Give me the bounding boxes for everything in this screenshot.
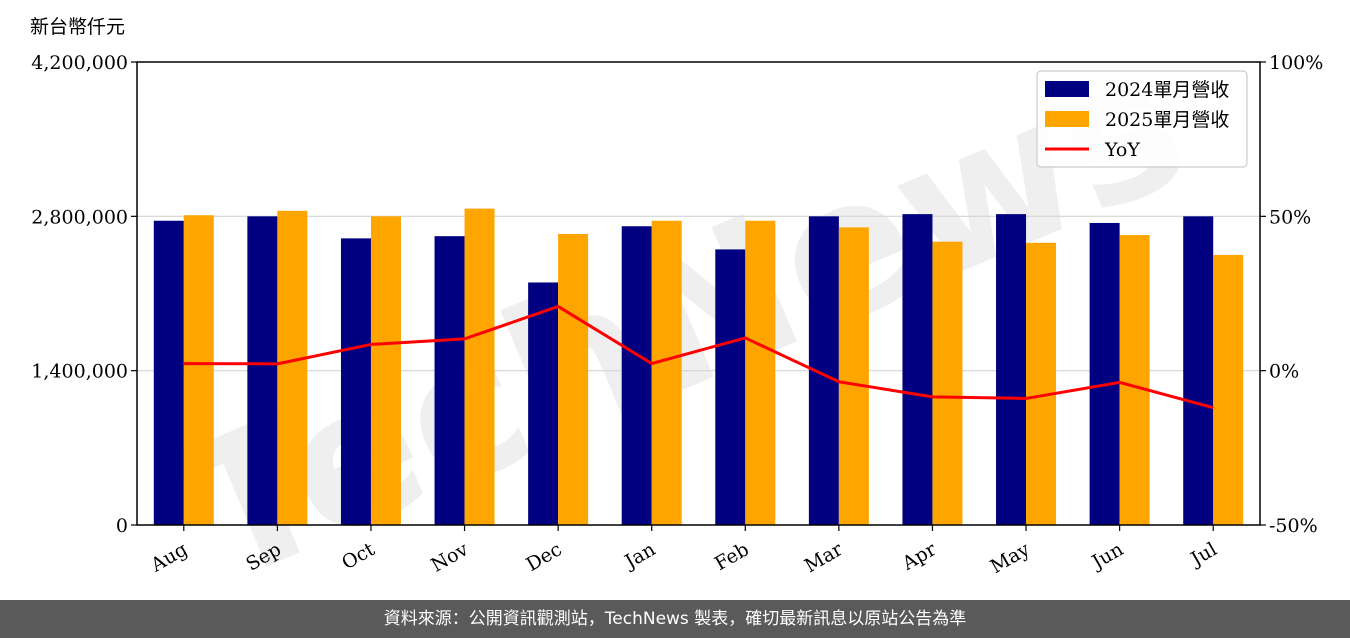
bar-2024-aug bbox=[153, 220, 184, 525]
left-tick-label: 1,400,000 bbox=[31, 361, 128, 383]
bar-2025-aug bbox=[183, 215, 214, 525]
x-tick-label: Dec bbox=[522, 538, 565, 576]
right-tick-label: 50% bbox=[1269, 206, 1311, 228]
bar-2024-feb bbox=[715, 249, 746, 525]
bar-2025-jul bbox=[1213, 254, 1244, 525]
x-tick-label: Jan bbox=[619, 538, 659, 574]
bar-2025-dec bbox=[558, 233, 589, 525]
bar-2024-dec bbox=[528, 282, 559, 525]
bar-2024-jun bbox=[1089, 222, 1120, 525]
x-tick-label: Feb bbox=[711, 538, 753, 575]
x-tick-label: Mar bbox=[801, 538, 847, 577]
bar-2024-nov bbox=[434, 236, 465, 525]
right-tick-label: 0% bbox=[1269, 361, 1299, 383]
bar-2024-jul bbox=[1183, 216, 1214, 526]
bar-2025-jan bbox=[651, 220, 682, 525]
x-tick-label: Jun bbox=[1087, 538, 1128, 574]
left-tick-label: 4,200,000 bbox=[31, 52, 128, 74]
legend-swatch-0 bbox=[1045, 81, 1089, 97]
bar-2024-jan bbox=[621, 226, 652, 525]
yoy-line bbox=[183, 304, 1214, 410]
bar-2024-may bbox=[996, 214, 1027, 525]
bar-2025-may bbox=[1026, 242, 1057, 526]
legend-label-1: 2025單月營收 bbox=[1105, 109, 1229, 131]
bar-2025-mar bbox=[838, 227, 869, 525]
x-tick-label: Apr bbox=[898, 538, 941, 575]
x-tick-label: Aug bbox=[146, 538, 191, 577]
left-tick-label: 2,800,000 bbox=[31, 206, 128, 228]
right-tick-label: 100% bbox=[1269, 52, 1323, 74]
legend bbox=[1036, 70, 1248, 168]
x-tick-label: Jul bbox=[1186, 538, 1221, 571]
bar-2025-oct bbox=[370, 216, 401, 526]
bar-2025-apr bbox=[932, 241, 963, 525]
bar-2025-feb bbox=[745, 220, 776, 525]
bar-2025-jun bbox=[1119, 235, 1150, 526]
legend-label-0: 2024單月營收 bbox=[1105, 79, 1229, 101]
bar-2024-apr bbox=[902, 214, 933, 525]
bar-2025-nov bbox=[464, 208, 495, 525]
bar-2024-oct bbox=[340, 238, 371, 525]
x-tick-label: May bbox=[987, 538, 1034, 578]
bar-2025-sep bbox=[277, 210, 308, 526]
legend-swatch-1 bbox=[1045, 111, 1089, 127]
bar-2024-sep bbox=[247, 216, 278, 526]
legend-label-2: YoY bbox=[1104, 139, 1140, 161]
y-unit-label: 新台幣仟元 bbox=[30, 16, 125, 38]
source-footer: 資料來源：公開資訊觀測站，TechNews 製表，確切最新訊息以原站公告為準 bbox=[0, 600, 1350, 638]
plot-frame bbox=[136, 61, 1261, 526]
left-tick-label: 0 bbox=[116, 515, 128, 537]
right-tick-label: -50% bbox=[1269, 515, 1318, 537]
chart: TechNews 01,400,0002,800,0004,200,000-50… bbox=[30, 9, 1323, 600]
